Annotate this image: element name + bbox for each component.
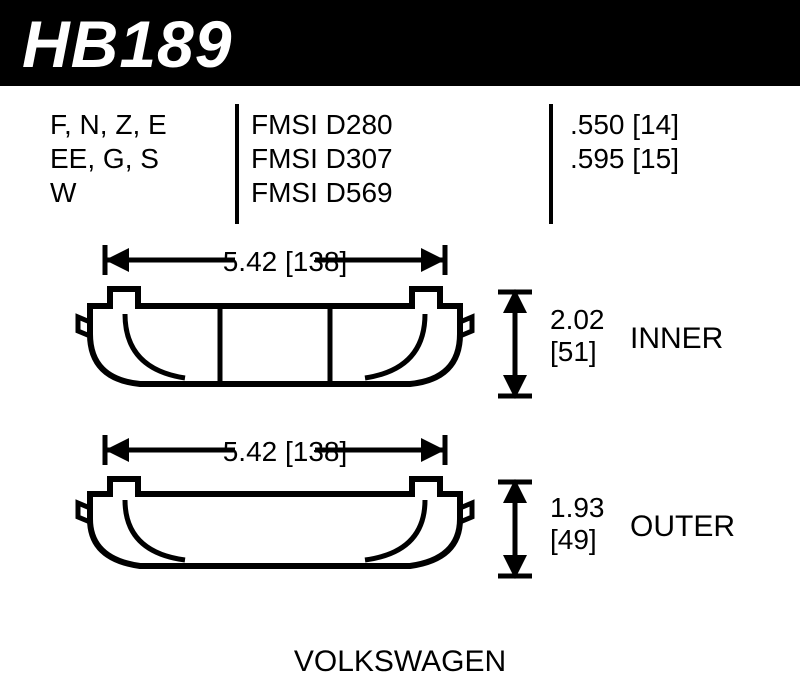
column-separator [235, 104, 239, 224]
spec-line: F, N, Z, E [50, 108, 235, 142]
inner-width-label: 5.42 [138] [215, 246, 355, 278]
thickness-values: .550 [14] .595 [15] [570, 108, 750, 176]
spec-line: .595 [15] [570, 142, 750, 176]
inner-pad-outline [70, 284, 480, 404]
fmsi-codes: FMSI D280 FMSI D307 FMSI D569 [251, 108, 476, 210]
spec-line: FMSI D307 [251, 142, 476, 176]
outer-height-dim [490, 474, 540, 584]
spec-line: FMSI D280 [251, 108, 476, 142]
vehicle-make: VOLKSWAGEN [0, 645, 800, 679]
part-number: HB189 [22, 6, 232, 82]
outer-pad-outline [70, 474, 480, 584]
inner-height-dim [490, 284, 540, 404]
diagram-area: 5.42 [138] 2.02[51] INNER [60, 240, 740, 640]
spec-line: FMSI D569 [251, 176, 476, 210]
spec-line: EE, G, S [50, 142, 235, 176]
outer-width-label: 5.42 [138] [215, 436, 355, 468]
outer-label: OUTER [630, 510, 735, 544]
outer-height-label: 1.93[49] [550, 492, 605, 556]
spec-row: F, N, Z, E EE, G, S W FMSI D280 FMSI D30… [50, 108, 750, 228]
column-separator [549, 104, 553, 224]
inner-height-label: 2.02[51] [550, 304, 605, 368]
compound-codes: F, N, Z, E EE, G, S W [50, 108, 235, 210]
inner-label: INNER [630, 322, 723, 356]
spec-line: W [50, 176, 235, 210]
spec-line: .550 [14] [570, 108, 750, 142]
